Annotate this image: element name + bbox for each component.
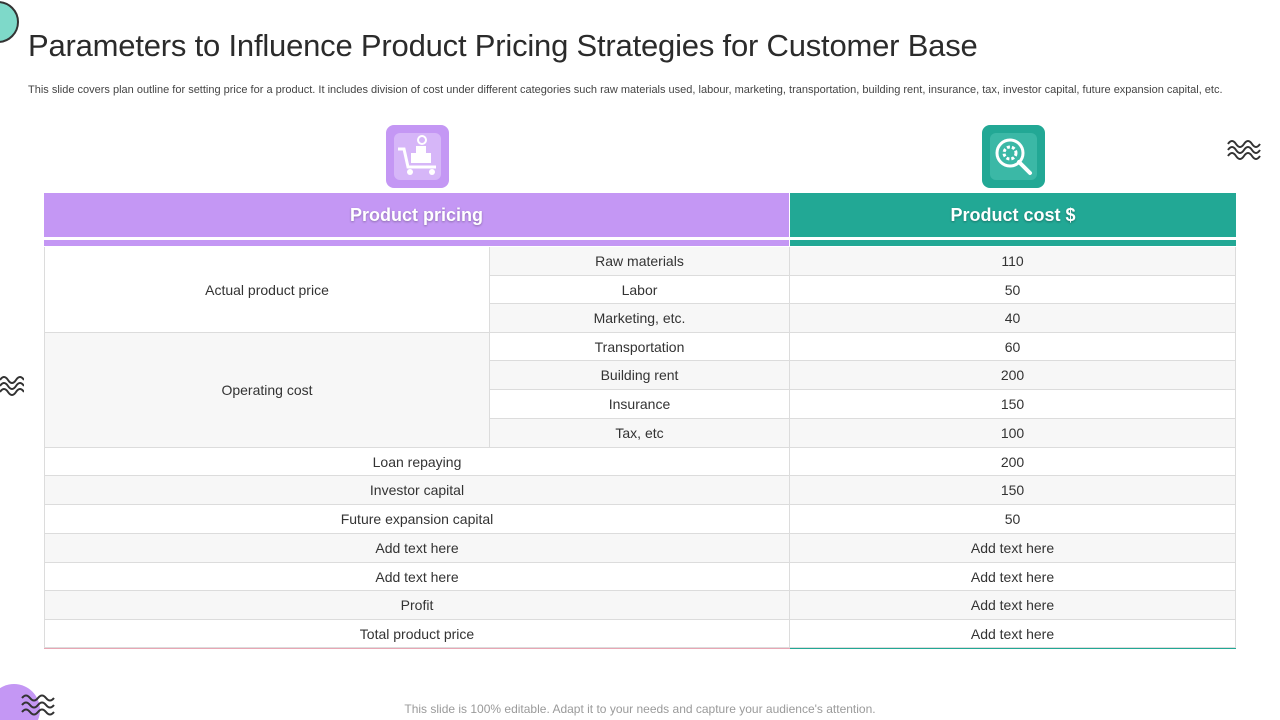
- row-label: Transportation: [490, 333, 790, 361]
- row-value: 50: [790, 505, 1236, 534]
- table-bottom-line-left: [44, 648, 790, 649]
- row-label: Raw materials: [490, 247, 790, 276]
- page-title: Parameters to Influence Product Pricing …: [28, 28, 978, 63]
- row-value: 100: [790, 419, 1236, 448]
- row-value: 40: [790, 304, 1236, 333]
- row-value: Add text here: [790, 620, 1236, 648]
- row-label: Building rent: [490, 361, 790, 390]
- row-value: Add text here: [790, 534, 1236, 563]
- row-label: Total product price: [44, 620, 790, 648]
- table-bottom-line-right: [790, 648, 1236, 649]
- row-label: Future expansion capital: [44, 505, 790, 534]
- row-value: 110: [790, 247, 1236, 276]
- row-value: 150: [790, 476, 1236, 505]
- row-value: 200: [790, 361, 1236, 390]
- row-label: Loan repaying: [44, 448, 790, 476]
- decorative-squiggle-left: [0, 376, 24, 396]
- header-product-cost: Product cost $: [790, 193, 1236, 237]
- group-operating-cost: Operating cost: [44, 333, 490, 448]
- row-label: Marketing, etc.: [490, 304, 790, 333]
- gear-magnifier-icon: [982, 125, 1045, 188]
- row-label: Add text here: [44, 563, 790, 591]
- footer-note: This slide is 100% editable. Adapt it to…: [404, 702, 876, 716]
- row-value: 200: [790, 448, 1236, 476]
- decorative-circle-bottom-left: [0, 684, 55, 720]
- row-label: Add text here: [44, 534, 790, 563]
- row-value: Add text here: [790, 563, 1236, 591]
- row-value: 150: [790, 390, 1236, 419]
- row-label: Investor capital: [44, 476, 790, 505]
- decorative-circle-top-left: [0, 1, 19, 43]
- row-value: 50: [790, 276, 1236, 304]
- page-subtitle: This slide covers plan outline for setti…: [28, 84, 1223, 96]
- row-label: Insurance: [490, 390, 790, 419]
- row-label: Tax, etc: [490, 419, 790, 448]
- row-label: Labor: [490, 276, 790, 304]
- header-product-pricing: Product pricing: [44, 193, 789, 237]
- row-label: Profit: [44, 591, 790, 620]
- header-strip-purple: [44, 240, 789, 246]
- group-actual-product-price: Actual product price: [44, 247, 490, 333]
- cart-icon: [386, 125, 449, 188]
- header-strip-teal: [790, 240, 1236, 246]
- decorative-squiggle-right: [1227, 140, 1261, 160]
- row-value: Add text here: [790, 591, 1236, 620]
- row-value: 60: [790, 333, 1236, 361]
